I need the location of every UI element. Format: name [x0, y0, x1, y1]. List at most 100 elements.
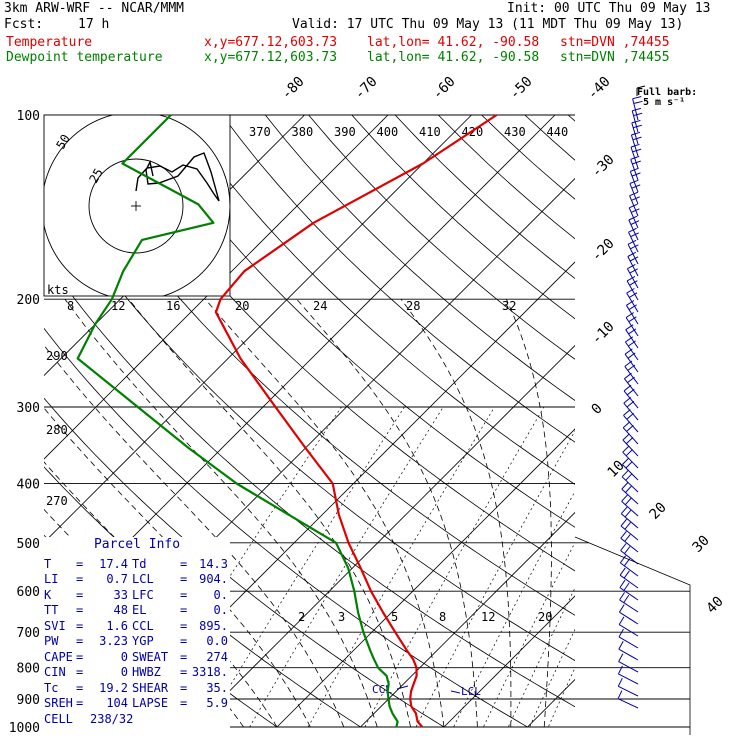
- wind-barb: [617, 665, 639, 685]
- parcel-eq: =: [76, 603, 84, 617]
- parcel-cell-value: 238/32: [90, 711, 134, 726]
- parcel-value: 0.0: [206, 634, 228, 648]
- parcel-value: 19.2: [99, 680, 128, 695]
- dewpoint-legend: Dewpoint temperature: [6, 50, 163, 65]
- parcel-row: TT = 48 EL = 0.: [44, 603, 230, 619]
- mixing-ratio-line: [453, 490, 575, 727]
- pressure-tick-label: 100: [17, 109, 40, 124]
- wind-barb: [618, 604, 639, 625]
- parcel-key: SREH: [44, 696, 73, 710]
- parcel-eq: =: [76, 649, 84, 664]
- parcel-eq: =: [76, 556, 84, 571]
- temperature-xy: x,y=677.12,603.73: [204, 35, 338, 50]
- wind-barb: [619, 555, 639, 577]
- parcel-row: CAPE = 0 SWEAT = 274: [44, 650, 230, 666]
- hodograph-ring-label: 25: [86, 166, 105, 186]
- pressure-tick-label: 1000: [9, 721, 40, 736]
- parcel-eq: =: [180, 618, 188, 633]
- dewpoint-xy: x,y=677.12,603.73: [204, 50, 338, 65]
- dry-adiabat-line: [567, 115, 575, 122]
- wind-barb: [620, 518, 639, 541]
- isotherm-label: -50: [507, 74, 536, 103]
- parcel-info-panel: Parcel Info T = 17.4 Td = 14.3 LI = 0.7 LCL = 904. K…: [44, 537, 230, 732]
- isotherm-label: -70: [352, 74, 381, 103]
- isotherm-line: [44, 115, 389, 460]
- temperature-trace: [214, 114, 498, 728]
- dry-adiabat-line: [44, 327, 529, 727]
- isotherm-label: -30: [589, 152, 618, 181]
- wind-barb: [618, 628, 639, 649]
- parcel-value: 1.6: [106, 618, 128, 633]
- parcel-info-rows: T = 17.4 Td = 14.3 LI = 0.7 LCL = 904. K = 33 LFC = 0. TT =…: [44, 557, 230, 712]
- moist-adiabat-line: [44, 344, 345, 727]
- pressure-tick-label: 500: [17, 537, 40, 552]
- wind-barb: [622, 445, 639, 469]
- wind-barb: [617, 677, 639, 697]
- parcel-value: 0.: [213, 603, 228, 617]
- parcel-key: YGP: [132, 634, 154, 648]
- dry-adiabat-line: [135, 115, 575, 528]
- isotherm-label: 10: [605, 458, 628, 481]
- isotherm-line: [598, 101, 740, 740]
- wind-barb: [632, 96, 643, 121]
- dry-adiabat-line: [394, 115, 575, 280]
- dry-adiabat-line: [44, 182, 575, 662]
- isotherm-label: 30: [690, 533, 713, 556]
- wind-barb: [624, 360, 639, 385]
- theta-e-label: 400: [377, 125, 399, 139]
- parcel-key: EL: [132, 603, 147, 617]
- hodograph-units-label: kts: [47, 283, 69, 297]
- parcel-eq: =: [180, 649, 188, 664]
- dewpoint-latlon: lat,lon= 41.62, -90.58: [367, 50, 540, 65]
- parcel-value: 17.4: [99, 556, 128, 571]
- wind-barb: [623, 397, 639, 421]
- parcel-eq: =: [76, 680, 84, 695]
- parcel-row: T = 17.4 Td = 14.3: [44, 557, 230, 573]
- hodograph-box: [43, 114, 231, 297]
- parcel-value: 3.23: [99, 634, 128, 648]
- parcel-row: PW = 3.23 YGP = 0.0: [44, 634, 230, 650]
- dry-adiabat-line: [178, 115, 575, 485]
- wind-barb: [625, 324, 639, 349]
- parcel-key: TT: [44, 603, 59, 617]
- isotherm-label: 20: [647, 500, 670, 523]
- wind-barb: [621, 482, 639, 505]
- wind-barb: [626, 263, 639, 289]
- mixing-ratio-line: [507, 587, 575, 727]
- mixing-ratio-line: [415, 430, 575, 727]
- valid-time: Valid: 17 UTC Thu 09 May 13 (11 MDT Thu …: [292, 17, 684, 32]
- parcel-key: CIN: [44, 665, 66, 679]
- isotherm-line: [359, 511, 575, 727]
- mixing-ratio-label: 16: [166, 299, 180, 313]
- isotherm-label: -40: [585, 74, 614, 103]
- mixing-ratio-line: [547, 667, 575, 727]
- parcel-key: SVI: [44, 618, 66, 633]
- parcel-row: CIN = 0 HWBZ = 3318.: [44, 665, 230, 681]
- parcel-value: 5.9: [206, 696, 228, 710]
- isotherm-label: 40: [704, 594, 727, 617]
- parcel-row: SREH = 104 LAPSE = 5.9: [44, 696, 230, 712]
- parcel-row: K = 33 LFC = 0.: [44, 588, 230, 604]
- theta-e-label: 430: [504, 125, 526, 139]
- parcel-value: 0: [120, 649, 128, 664]
- mixing-ratio-label: 28: [406, 299, 420, 313]
- mixing-ratio-line: [249, 406, 444, 727]
- parcel-eq: =: [76, 665, 84, 679]
- wind-barb: [624, 336, 639, 361]
- wind-barb: [623, 409, 639, 433]
- pressure-tick-label: 900: [17, 693, 40, 708]
- parcel-value: 48: [113, 603, 128, 617]
- parcel-value: 904.: [199, 572, 228, 586]
- parcel-value: 104: [106, 696, 128, 710]
- dry-adiabat-line: [655, 115, 740, 740]
- barb-key-glyph: [636, 85, 646, 96]
- wind-barb: [619, 579, 639, 601]
- wind-barb: [618, 653, 639, 673]
- parcel-eq: =: [180, 587, 188, 602]
- parcel-key: SHEAR: [132, 680, 169, 695]
- temperature-station: stn=DVN ,74455: [560, 35, 670, 50]
- isotherm-label: 0: [589, 401, 606, 418]
- parcel-eq: =: [76, 696, 84, 710]
- dewpoint-station: stn=DVN ,74455: [560, 50, 670, 65]
- parcel-value: 895.: [199, 618, 228, 633]
